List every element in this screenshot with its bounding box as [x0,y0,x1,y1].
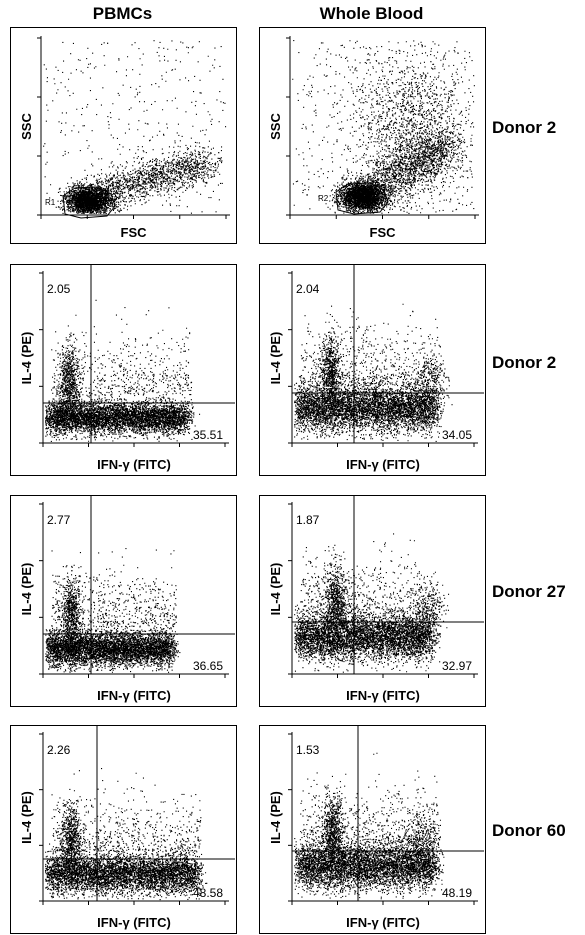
quadrant-value-lower-right: 35.51 [193,428,223,442]
row-label-donor-27: Donor 27 [492,582,566,601]
data-points [43,40,227,215]
quadrant-value-upper-left: 1.53 [296,743,320,757]
quadrant-value-upper-left: 2.77 [47,513,71,527]
column-header-pbmcs: PBMCs [92,4,153,23]
data-points [45,750,208,901]
axis-ticks [288,502,478,678]
axis-ticks [288,271,478,447]
panel-donor27-wholeblood-cytokine: IFN-γ (FITC) IL-4 (PE) 1.87 32.97 [259,495,486,707]
quadrant-plot: IFN-γ (FITC) IL-4 (PE) 2.77 36.65 [19,496,235,703]
quadrant-value-lower-right: 48.58 [193,886,223,900]
data-points [45,299,201,442]
y-axis-label: IL-4 (PE) [19,563,34,616]
quadrant-gates [292,265,484,443]
quadrant-value-lower-right: 36.65 [193,659,223,673]
row-label-donor-2-cytokine: Donor 2 [492,353,557,372]
axis-ticks [286,36,479,219]
row-label-donor-60: Donor 60 [492,821,566,840]
data-points [294,303,453,442]
quadrant-gates [43,265,235,443]
quadrant-plot: IFN-γ (FITC) IL-4 (PE) 1.87 32.97 [268,496,484,703]
x-axis-label: IFN-γ (FITC) [97,688,171,703]
quadrant-gates [43,496,235,674]
scatter-plot: FSC SSC R2 [268,36,479,240]
quadrant-value-lower-right: 48.19 [442,886,472,900]
quadrant-gates [292,726,484,901]
x-axis-label: IFN-γ (FITC) [97,457,171,472]
quadrant-plot: IFN-γ (FITC) IL-4 (PE) 2.04 34.05 [268,265,484,472]
y-axis-label: IL-4 (PE) [268,791,283,844]
panel-donor2-pbmc-scatter: FSC SSC R1 [10,27,237,244]
panel-donor60-wholeblood-cytokine: IFN-γ (FITC) IL-4 (PE) 1.53 48.19 [259,725,486,934]
panel-donor27-pbmc-cytokine: IFN-γ (FITC) IL-4 (PE) 2.77 36.65 [10,495,237,707]
y-axis-label: IL-4 (PE) [268,563,283,616]
axis-ticks [37,36,230,219]
quadrant-plot: IFN-γ (FITC) IL-4 (PE) 2.05 35.51 [19,265,235,472]
quadrant-value-upper-left: 2.26 [47,743,71,757]
quadrant-gates [43,726,235,901]
gate-label: R2 [318,194,329,203]
x-axis-label: IFN-γ (FITC) [346,457,420,472]
gate-region [62,186,116,219]
x-axis-label: IFN-γ (FITC) [346,688,420,703]
gate-region [335,182,389,215]
x-axis-label: IFN-γ (FITC) [97,915,171,930]
quadrant-value-upper-left: 2.05 [47,282,71,296]
quadrant-value-upper-left: 1.87 [296,513,320,527]
quadrant-value-upper-left: 2.04 [296,282,320,296]
scatter-plot: FSC SSC R1 [19,36,230,240]
x-axis-label: FSC [370,225,397,240]
data-points [292,40,475,214]
quadrant-plot: IFN-γ (FITC) IL-4 (PE) 2.26 48.58 [19,726,235,930]
axis-ticks [288,732,478,905]
y-axis-label: IL-4 (PE) [19,332,34,385]
data-points [294,752,445,900]
x-axis-label: FSC [121,225,148,240]
y-axis-label: SSC [19,113,34,140]
quadrant-plot: IFN-γ (FITC) IL-4 (PE) 1.53 48.19 [268,726,484,930]
panel-donor2-pbmc-cytokine: IFN-γ (FITC) IL-4 (PE) 2.05 35.51 [10,264,237,476]
column-header-whole-blood: Whole Blood [319,4,424,23]
panel-donor60-pbmc-cytokine: IFN-γ (FITC) IL-4 (PE) 2.26 48.58 [10,725,237,934]
quadrant-value-lower-right: 32.97 [442,659,472,673]
row-label-donor-2-scatter: Donor 2 [492,118,557,137]
quadrant-gates [292,496,484,674]
y-axis-label: IL-4 (PE) [268,332,283,385]
x-axis-label: IFN-γ (FITC) [346,915,420,930]
quadrant-value-lower-right: 34.05 [442,428,472,442]
data-points [294,533,450,673]
data-points [45,548,181,673]
axis-ticks [39,502,229,678]
axis-ticks [39,271,229,447]
panel-donor2-wholeblood-cytokine: IFN-γ (FITC) IL-4 (PE) 2.04 34.05 [259,264,486,476]
panel-donor2-wholeblood-scatter: FSC SSC R2 [259,27,486,244]
gate-label: R1 [45,198,56,207]
y-axis-label: SSC [268,113,283,140]
axis-ticks [39,732,229,905]
y-axis-label: IL-4 (PE) [19,791,34,844]
